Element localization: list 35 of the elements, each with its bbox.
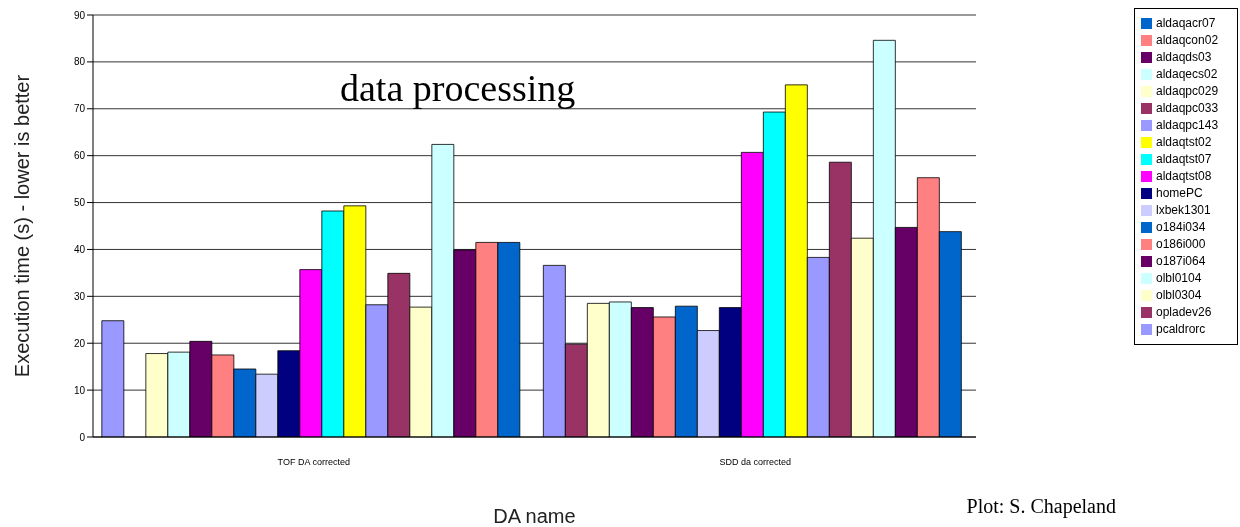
legend-label: o186i000 — [1156, 237, 1206, 251]
legend-label: aldaqtst07 — [1156, 152, 1212, 166]
x-tick-label: TOF DA corrected — [277, 457, 350, 468]
legend-label: aldaqpc033 — [1156, 101, 1219, 115]
legend-label: lxbek1301 — [1156, 203, 1211, 217]
text: data processing — [340, 66, 576, 110]
legend-label: olbl0304 — [1156, 288, 1202, 302]
legend-label: aldaqtst02 — [1156, 135, 1212, 149]
y-tick-label: 20 — [73, 337, 86, 349]
x-tick-label: SDD da corrected — [719, 457, 792, 468]
y-tick-label: 70 — [73, 103, 86, 115]
legend-label: aldaqtst08 — [1156, 169, 1212, 183]
x-axis-title: DA name — [493, 505, 576, 527]
legend-label: aldaqds03 — [1156, 50, 1212, 64]
legend-label: pcaldrorc — [1156, 322, 1206, 336]
legend-label: aldaqacr07 — [1156, 16, 1216, 30]
y-tick-label: 40 — [73, 243, 86, 255]
legend-label: olbl0104 — [1156, 271, 1202, 285]
y-tick-label: 50 — [73, 197, 86, 209]
y-tick-label: 80 — [73, 56, 86, 68]
legend-label: opladev26 — [1156, 305, 1212, 319]
legend-label: homePC — [1156, 186, 1203, 200]
text: Plot: S. Chapeland — [966, 495, 1116, 518]
legend-label: o184i034 — [1156, 220, 1206, 234]
legend-label: aldaqcon02 — [1156, 33, 1219, 47]
y-tick-label: 30 — [73, 290, 86, 302]
y-tick-label: 60 — [73, 150, 86, 162]
y-tick-label: 10 — [73, 384, 86, 396]
y-tick-label: 90 — [73, 9, 86, 21]
y-axis-title: Execution time (s) - lower is better — [11, 74, 34, 378]
legend-label: aldaqpc029 — [1156, 84, 1219, 98]
legend-label: aldaqpc143 — [1156, 118, 1219, 132]
legend-label: o187i064 — [1156, 254, 1206, 268]
legend-label: aldaqecs02 — [1156, 67, 1218, 81]
y-tick-label: 0 — [79, 431, 86, 443]
